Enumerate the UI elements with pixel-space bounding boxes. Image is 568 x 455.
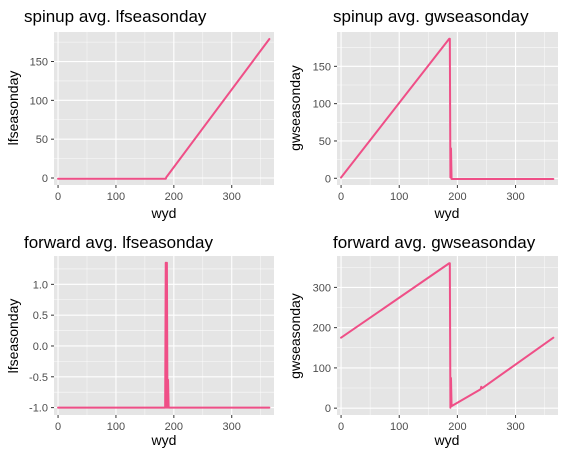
- y-axis-label: lfseasonday: [5, 299, 21, 374]
- plot-background: [337, 256, 558, 415]
- axis-ticks: 0 100 200 300 0 100 200 300: [313, 282, 525, 433]
- series-line: [57, 37, 271, 180]
- y-tick-label: 150: [30, 57, 48, 69]
- data-line: [57, 261, 271, 409]
- series-line: [340, 262, 555, 409]
- x-tick-label: 100: [107, 421, 125, 433]
- panel-forward-gwseasonday: forward avg. gwseasonday 0 100 200 300 0 100 2…: [287, 233, 558, 448]
- y-tick-label: 0.0: [33, 341, 48, 353]
- panel-title: spinup avg. gwseasonday: [333, 7, 529, 26]
- panel-title: forward avg. lfseasonday: [24, 233, 213, 252]
- y-tick-label: 0: [325, 173, 331, 185]
- y-tick-label: 100: [30, 95, 48, 107]
- x-tick-label: 200: [165, 421, 183, 433]
- plot-background: [54, 32, 274, 185]
- y-tick-label: -0.5: [29, 372, 48, 384]
- panel-title: forward avg. gwseasonday: [333, 233, 536, 252]
- x-tick-label: 0: [338, 191, 344, 203]
- x-tick-label: 0: [338, 421, 344, 433]
- panel-title: spinup avg. lfseasonday: [24, 7, 207, 26]
- y-tick-label: 0: [42, 173, 48, 185]
- x-tick-label: 100: [390, 421, 408, 433]
- panel-forward-lfseasonday: forward avg. lfseasonday 0 100 200 300 -1.0 -…: [5, 233, 274, 448]
- y-tick-label: 300: [313, 282, 331, 294]
- y-tick-label: -1.0: [29, 403, 48, 415]
- x-tick-label: 200: [448, 191, 466, 203]
- x-tick-label: 0: [55, 191, 61, 203]
- x-tick-label: 100: [107, 191, 125, 203]
- x-tick-label: 300: [223, 421, 241, 433]
- y-tick-label: 50: [319, 136, 331, 148]
- y-axis-label: lfseasonday: [5, 71, 21, 146]
- x-tick-label: 0: [55, 421, 61, 433]
- x-axis-label: wyd: [434, 432, 460, 448]
- gridlines: [337, 256, 558, 415]
- y-axis-label: gwseasonday: [287, 293, 303, 379]
- plot-background: [54, 256, 274, 415]
- data-line: [340, 37, 555, 181]
- y-axis-label: gwseasonday: [287, 65, 303, 151]
- data-line: [57, 37, 271, 180]
- y-tick-label: 100: [313, 99, 331, 111]
- axis-ticks: 0 100 200 300 0 50 100 150: [313, 61, 525, 203]
- gridlines: [337, 32, 558, 185]
- series-line: [57, 261, 271, 409]
- y-tick-label: 50: [36, 134, 48, 146]
- y-tick-label: 150: [313, 61, 331, 73]
- data-line: [340, 262, 555, 409]
- x-axis-label: wyd: [151, 205, 177, 221]
- y-tick-label: 1.0: [33, 279, 48, 291]
- y-tick-label: 200: [313, 323, 331, 335]
- series-line: [340, 37, 555, 181]
- x-tick-label: 100: [390, 191, 408, 203]
- y-tick-label: 0: [325, 403, 331, 415]
- x-tick-label: 300: [223, 191, 241, 203]
- gridlines: [54, 32, 274, 185]
- y-tick-label: 0.5: [33, 310, 48, 322]
- panel-spinup-lfseasonday: spinup avg. lfseasonday 0 100 200 300 0 50 100…: [5, 7, 274, 221]
- axis-ticks: 0 100 200 300 0 50 100 150: [30, 57, 241, 203]
- x-tick-label: 200: [165, 191, 183, 203]
- x-tick-label: 200: [448, 421, 466, 433]
- x-axis-label: wyd: [151, 432, 177, 448]
- axis-ticks: 0 100 200 300 -1.0 -0.5 0.0 0.5 1.0: [29, 279, 241, 433]
- x-tick-label: 300: [506, 191, 524, 203]
- x-tick-label: 300: [506, 421, 524, 433]
- y-tick-label: 100: [313, 363, 331, 375]
- panel-spinup-gwseasonday: spinup avg. gwseasonday 0 100 200 300 0 50 100…: [287, 7, 558, 221]
- x-axis-label: wyd: [434, 205, 460, 221]
